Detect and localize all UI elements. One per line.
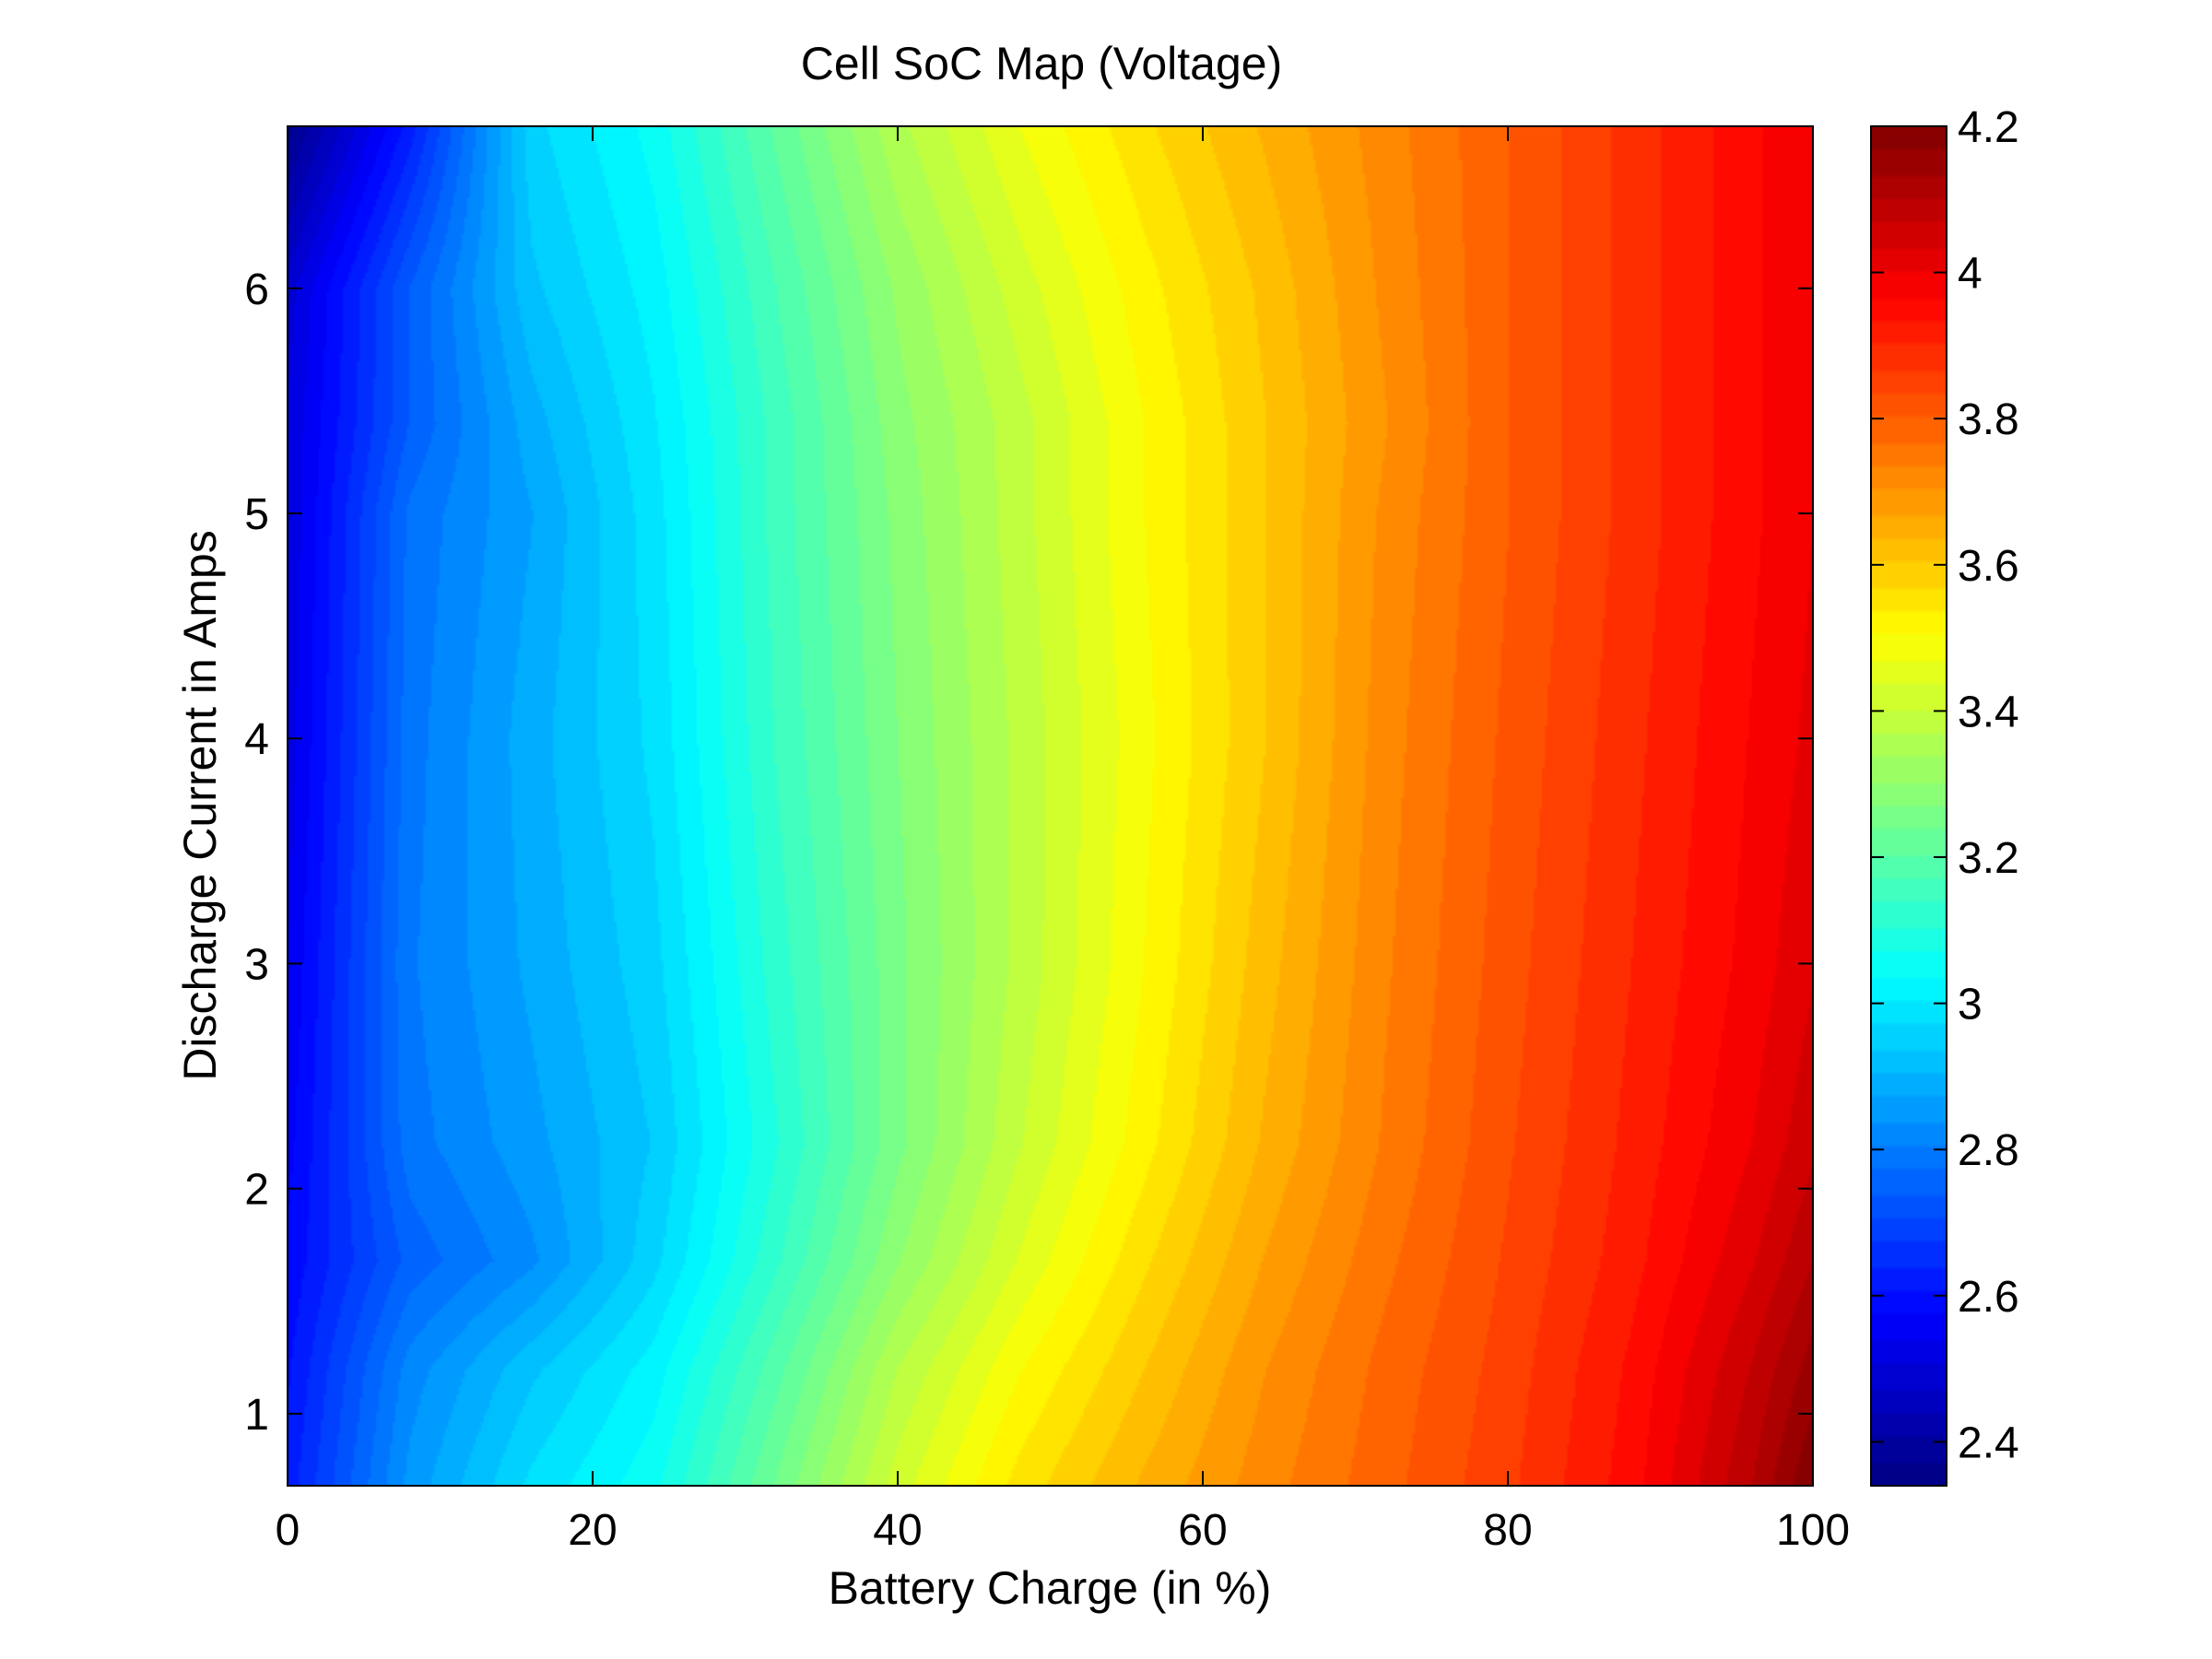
x-tick-label: 100	[1776, 1506, 1850, 1555]
x-tick-label: 0	[276, 1506, 300, 1555]
x-tick-label: 80	[1483, 1506, 1532, 1555]
x-tick-label: 40	[873, 1506, 922, 1555]
x-axis: 0 20 40 60 80 100	[276, 126, 1850, 1555]
y-axis-label: Discharge Current in Amps	[174, 530, 226, 1080]
colorbar-tick-label: 2.8	[1958, 1126, 2019, 1175]
x-axis-label: Battery Charge (in %)	[829, 1562, 1272, 1614]
plot-area	[287, 125, 1814, 1487]
y-tick-label: 5	[244, 490, 269, 539]
colorbar-tick-label: 2.4	[1958, 1418, 2019, 1467]
plot-frame	[287, 125, 1814, 1487]
colorbar: 2.4 2.6 2.8 3 3.2 3.4 3.6 3.8 4 4.2	[1870, 103, 2019, 1487]
colorbar-frame	[1870, 125, 1947, 1487]
y-tick-label: 1	[244, 1391, 269, 1440]
y-tick-label: 6	[244, 265, 269, 314]
colorbar-tick-label: 3.2	[1958, 834, 2019, 883]
colorbar-gradient	[1871, 126, 1947, 1486]
chart-title: Cell SoC Map (Voltage)	[801, 38, 1282, 89]
colorbar-tick-label: 4.2	[1958, 103, 2019, 152]
colorbar-tick-label: 3.6	[1958, 542, 2019, 591]
colorbar-tick-label: 4	[1958, 250, 1983, 299]
colorbar-tick-label: 3.8	[1958, 395, 2019, 444]
colorbar-tick-label: 3	[1958, 981, 1983, 1030]
x-tick-label: 20	[568, 1506, 617, 1555]
y-axis: 1 2 3 4 5 6	[244, 265, 1813, 1440]
x-tick-label: 60	[1178, 1506, 1227, 1555]
colorbar-tick-label: 3.4	[1958, 688, 2019, 736]
y-tick-label: 4	[244, 715, 269, 764]
y-tick-label: 3	[244, 940, 269, 989]
colorbar-axis: 2.4 2.6 2.8 3 3.2 3.4 3.6 3.8 4 4.2	[1871, 103, 2019, 1467]
heatmap-surface	[288, 126, 1813, 1486]
y-tick-label: 2	[244, 1166, 269, 1215]
colorbar-tick-label: 2.6	[1958, 1273, 2019, 1322]
